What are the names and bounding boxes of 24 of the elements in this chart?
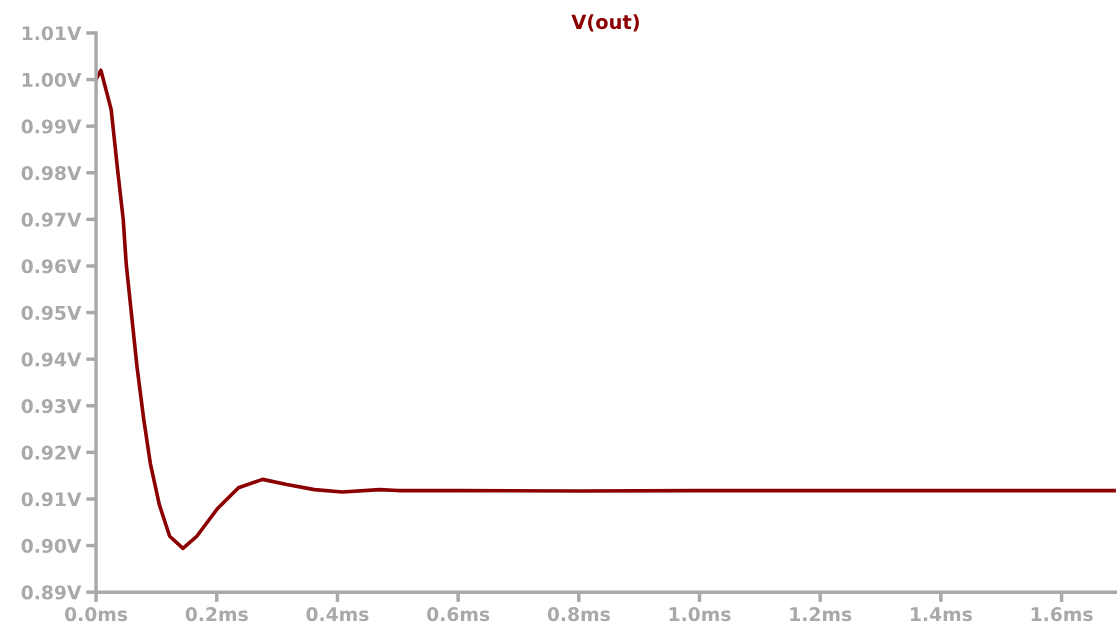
y-tick-label: 0.94V <box>21 352 82 367</box>
y-tick-label: 0.91V <box>21 492 82 507</box>
line-series <box>96 68 1116 551</box>
x-tick-label: 0.0ms <box>65 607 128 622</box>
y-tick-label: 0.97V <box>21 212 82 227</box>
x-tick-label: 0.2ms <box>185 607 248 622</box>
y-tick-label: 0.96V <box>21 259 82 274</box>
y-tick-label: 0.95V <box>21 305 82 320</box>
chart-title: V(out) <box>571 14 639 32</box>
x-tick-label: 0.4ms <box>306 607 369 622</box>
y-tick-label: 0.89V <box>21 585 82 600</box>
y-tick-label: 1.00V <box>22 72 82 87</box>
y-tick-label: 0.92V <box>21 445 82 460</box>
x-tick-label: 0.8ms <box>547 607 610 622</box>
x-tick-label: 0.6ms <box>427 607 490 622</box>
x-tick-label: 1.2ms <box>790 607 852 622</box>
y-tick-label: 1.01V <box>22 26 82 41</box>
x-tick-label: 1.0ms <box>669 607 731 622</box>
y-tick-label: 0.90V <box>21 538 82 553</box>
x-tick-label: 1.6ms <box>1031 607 1093 622</box>
y-tick-label: 0.99V <box>21 119 82 134</box>
y-tick-label: 0.98V <box>21 165 82 181</box>
y-tick-label: 0.93V <box>21 398 82 414</box>
x-tick-label: 1.4ms <box>911 607 972 622</box>
